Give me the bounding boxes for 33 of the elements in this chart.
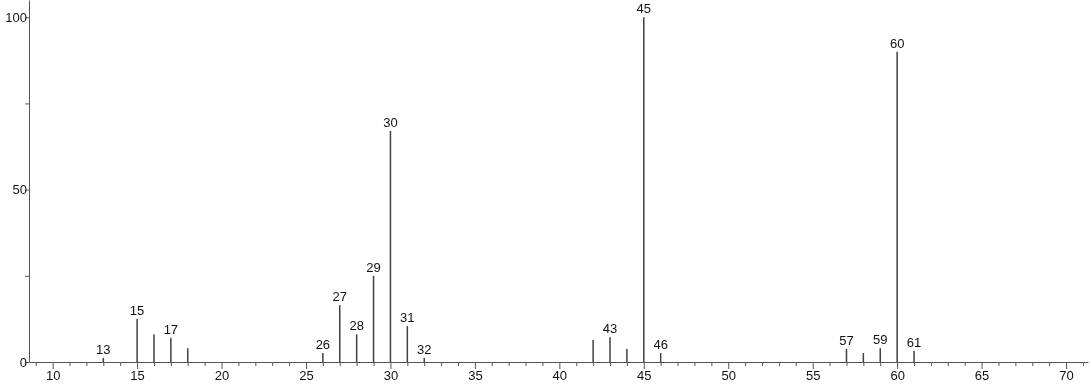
x-tick-label: 40 [552, 368, 568, 384]
annotation: 29 [366, 259, 381, 275]
x-tick-label: 45 [637, 368, 652, 384]
annotation: 28 [349, 318, 364, 334]
x-tick-label: 15 [130, 368, 145, 384]
annotation: 26 [315, 337, 331, 353]
x-tick-label: 55 [805, 368, 821, 384]
annotation: 32 [416, 341, 432, 357]
annotation: 30 [383, 115, 398, 131]
annotation: 57 [839, 332, 854, 348]
y-tick-label: 50 [12, 182, 27, 198]
annotation: 60 [889, 35, 905, 51]
x-tick-label: 30 [383, 368, 399, 384]
x-tick-label: 60 [890, 368, 905, 384]
annotation: 46 [653, 337, 668, 353]
y-tick-label: 100 [5, 9, 27, 25]
annotation: 43 [602, 321, 618, 337]
annotation: 61 [906, 334, 922, 350]
x-tick-label: 65 [974, 368, 990, 384]
annotation: 17 [163, 321, 179, 337]
x-tick-label: 25 [299, 368, 314, 384]
annotation: 45 [636, 1, 652, 17]
x-tick-label: 10 [45, 368, 61, 384]
annotation: 13 [96, 341, 111, 357]
x-tick-label: 20 [214, 368, 230, 384]
annotation: 15 [129, 302, 145, 318]
annotation: 31 [400, 310, 415, 326]
x-tick-label: 70 [1059, 368, 1074, 384]
x-tick-label: 50 [721, 368, 736, 384]
annotation: 59 [873, 332, 888, 348]
y-tick-label: 0 [19, 354, 27, 370]
annotation: 27 [332, 289, 348, 305]
x-tick-label: 35 [468, 368, 483, 384]
